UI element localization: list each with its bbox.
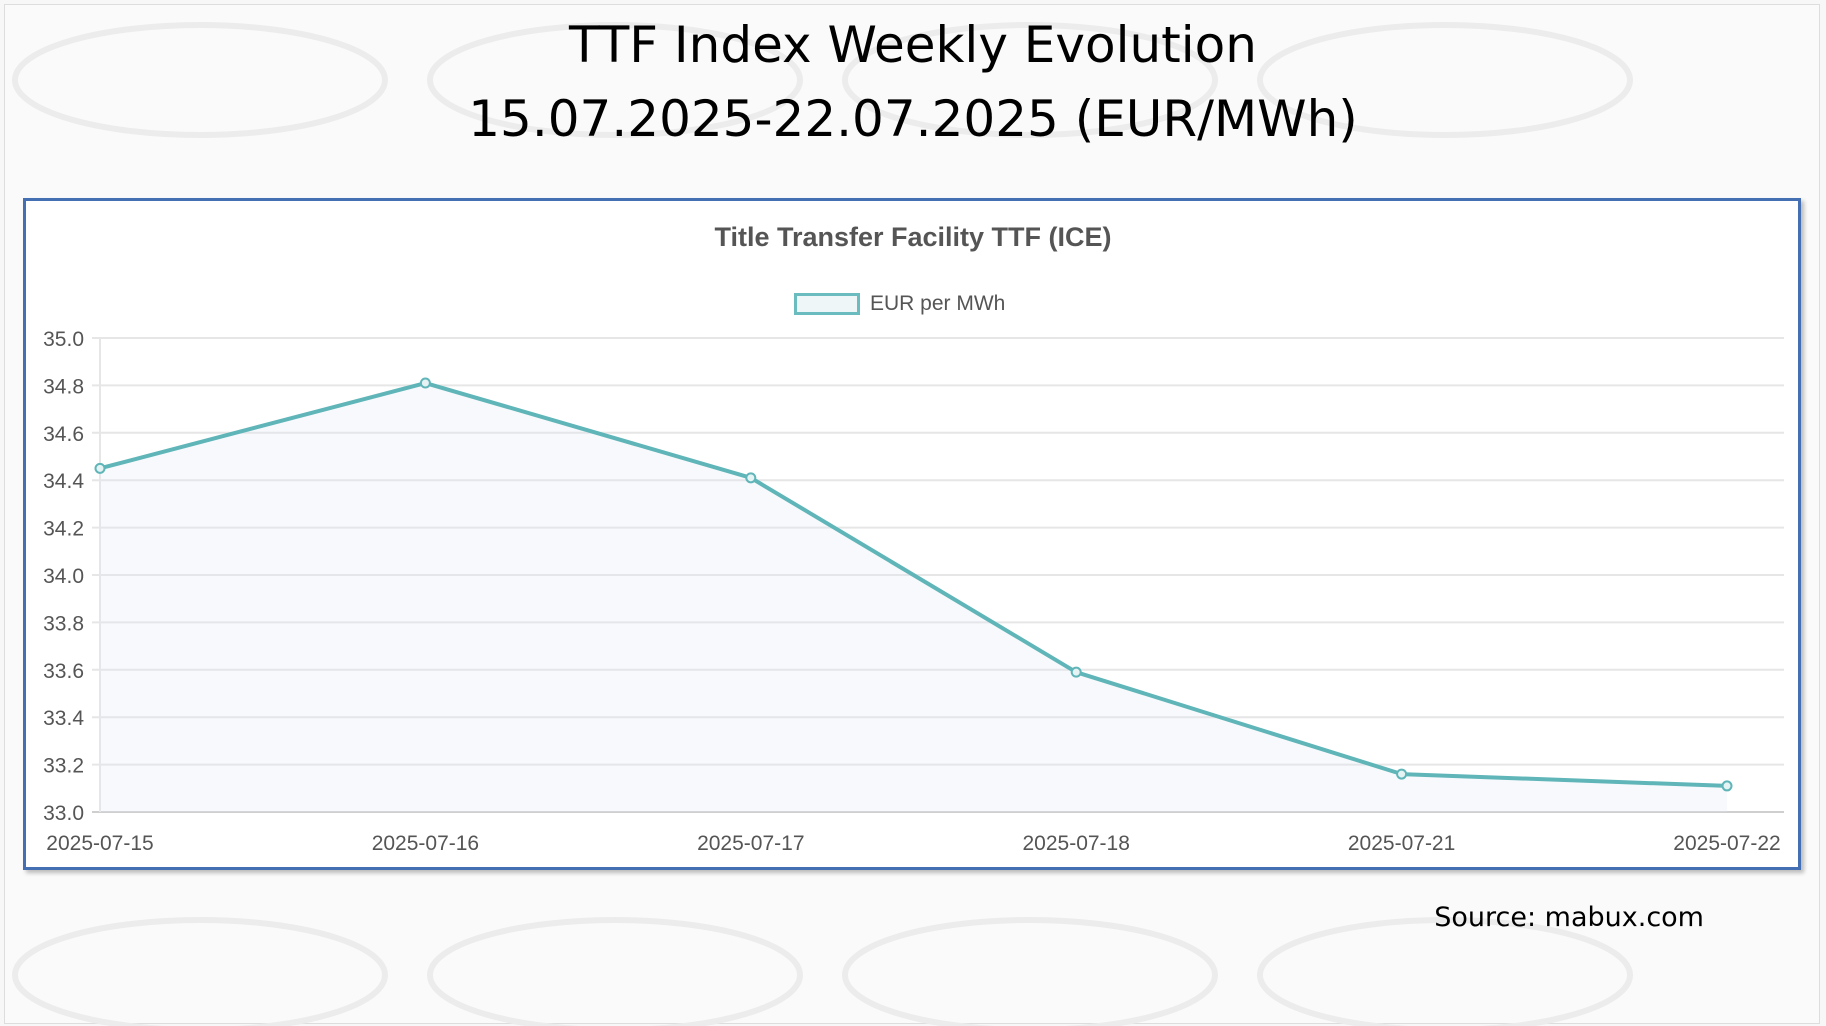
x-tick-label: 2025-07-17 xyxy=(697,832,804,855)
legend-label: EUR per MWh xyxy=(870,292,1006,315)
data-point xyxy=(745,472,757,484)
chart-title: Title Transfer Facility TTF (ICE) xyxy=(714,222,1112,252)
y-tick-label: 34.4 xyxy=(43,470,84,493)
watermark-swoosh xyxy=(12,917,388,1026)
y-tick-label: 34.6 xyxy=(43,423,84,446)
data-point xyxy=(1070,666,1082,678)
watermark-swoosh xyxy=(427,22,803,138)
y-tick-label: 33.2 xyxy=(43,755,84,778)
y-tick-label: 33.4 xyxy=(43,707,84,730)
data-point xyxy=(94,462,106,474)
y-tick-label: 34.8 xyxy=(43,375,84,398)
y-tick-label: 33.0 xyxy=(43,802,84,825)
x-tick-label: 2025-07-22 xyxy=(1673,832,1780,855)
data-point xyxy=(1396,768,1408,780)
watermark-swoosh xyxy=(842,917,1218,1026)
x-tick-label: 2025-07-15 xyxy=(46,832,153,855)
data-point xyxy=(1721,780,1733,792)
x-tick-label: 2025-07-18 xyxy=(1022,832,1129,855)
watermark-swoosh xyxy=(842,22,1218,138)
chart-panel xyxy=(23,198,1801,870)
watermark-swoosh xyxy=(12,22,388,138)
x-tick-label: 2025-07-21 xyxy=(1348,832,1455,855)
y-tick-label: 34.0 xyxy=(43,565,84,588)
watermark-swoosh xyxy=(1257,917,1633,1026)
x-tick-label: 2025-07-16 xyxy=(372,832,479,855)
series-line xyxy=(99,381,1728,788)
watermark-swoosh xyxy=(427,917,803,1026)
y-tick-label: 35.0 xyxy=(43,328,84,351)
watermark-swoosh xyxy=(1257,22,1633,138)
area-fill xyxy=(100,383,1727,812)
y-tick-label: 34.2 xyxy=(43,518,84,541)
y-tick-label: 33.8 xyxy=(43,612,84,635)
y-tick-label: 33.6 xyxy=(43,660,84,683)
data-point xyxy=(419,377,431,389)
chart-legend[interactable]: EUR per MWh xyxy=(794,292,1005,316)
source-credit: Source: mabux.com xyxy=(1434,902,1704,933)
legend-swatch xyxy=(794,293,860,315)
slide-title: TTF Index Weekly Evolution xyxy=(569,16,1257,74)
slide-subtitle: 15.07.2025-22.07.2025 (EUR/MWh) xyxy=(468,90,1358,148)
